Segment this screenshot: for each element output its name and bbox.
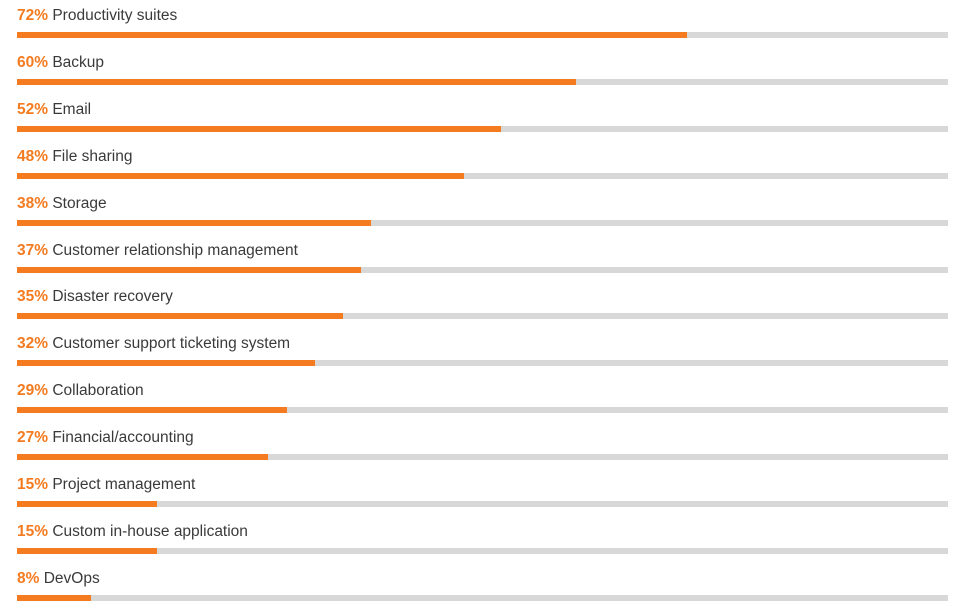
bar-label: 37% Customer relationship management xyxy=(17,240,298,262)
data-label: 29% xyxy=(17,382,49,400)
bar xyxy=(17,313,343,320)
bar-track xyxy=(17,32,948,38)
bar-row: 52% Email xyxy=(17,99,948,139)
data-label: 32% xyxy=(17,335,49,353)
category-label: Project management xyxy=(52,476,196,493)
category-label: File sharing xyxy=(52,147,133,165)
data-label: 35% xyxy=(17,288,49,306)
bar-row: 60% Backup xyxy=(17,52,948,92)
data-label: 27% xyxy=(17,429,49,447)
data-label: 60% xyxy=(17,53,49,71)
bar-row: 48% File sharing xyxy=(17,146,948,186)
bar-track xyxy=(17,547,948,554)
bar-label: 32% Customer support ticketing system xyxy=(17,333,290,355)
bar xyxy=(17,547,157,554)
bar xyxy=(17,594,92,601)
bar-row: 15% Custom in-house application xyxy=(17,521,948,561)
category-label: DevOps xyxy=(43,569,100,587)
bar-track xyxy=(17,360,948,367)
bar-row: 15% Project management xyxy=(17,474,948,514)
bar-label: 15% Project management xyxy=(17,474,195,496)
bar-label: 8% DevOps xyxy=(17,568,100,590)
data-label: 15% xyxy=(17,476,49,493)
bar-label: 35% Disaster recovery xyxy=(17,286,173,308)
bar xyxy=(17,360,315,367)
bar-label: 29% Collaboration xyxy=(17,380,144,402)
bar-track xyxy=(17,172,948,179)
bar-track xyxy=(17,594,948,601)
bar-label: 27% Financial/accounting xyxy=(17,427,194,449)
category-label: Custom in-house application xyxy=(52,522,248,540)
category-label: Disaster recovery xyxy=(52,288,173,306)
category-label: Storage xyxy=(52,194,107,212)
bar-row: 29% Collaboration xyxy=(17,380,948,420)
category-label: Email xyxy=(52,100,92,118)
bar-label: 52% Email xyxy=(17,99,91,121)
category-label: Collaboration xyxy=(52,382,144,400)
bar xyxy=(17,32,688,38)
bar-track xyxy=(17,501,948,507)
bar-track xyxy=(17,78,948,85)
data-label: 48% xyxy=(17,147,49,165)
category-label: Customer relationship management xyxy=(52,241,298,259)
bar xyxy=(17,407,287,414)
bar-label: 38% Storage xyxy=(17,193,107,215)
category-label: Financial/accounting xyxy=(52,429,194,447)
bar-label: 15% Custom in-house application xyxy=(17,521,248,543)
bar-label: 48% File sharing xyxy=(17,146,132,168)
bar xyxy=(17,172,464,179)
bar-row: 32% Customer support ticketing system xyxy=(17,333,948,373)
bar-row: 72% Productivity suites xyxy=(17,5,948,45)
bar-track xyxy=(17,454,948,461)
bar-track xyxy=(17,125,948,132)
bar-track xyxy=(17,266,948,273)
bar-row: 8% DevOps xyxy=(17,568,948,608)
bar xyxy=(17,454,269,461)
bar-row: 38% Storage xyxy=(17,193,948,233)
bar-row: 37% Customer relationship management xyxy=(17,240,948,280)
bar xyxy=(17,219,371,226)
category-label: Customer support ticketing system xyxy=(52,335,291,353)
bar-row: 35% Disaster recovery xyxy=(17,286,948,326)
bar-track xyxy=(17,219,948,226)
data-label: 38% xyxy=(17,194,49,212)
bar xyxy=(17,501,157,507)
data-label: 37% xyxy=(17,241,49,259)
bar xyxy=(17,266,362,273)
bar-track xyxy=(17,407,948,414)
data-label: 72% xyxy=(17,7,49,24)
bar-track xyxy=(17,313,948,320)
data-label: 52% xyxy=(17,100,49,118)
bar-row: 27% Financial/accounting xyxy=(17,427,948,467)
category-label: Backup xyxy=(52,53,105,71)
bar xyxy=(17,78,576,85)
data-label: 8% xyxy=(17,569,40,587)
bar xyxy=(17,125,502,132)
bar-label: 60% Backup xyxy=(17,52,104,74)
data-label: 15% xyxy=(17,522,49,540)
category-label: Productivity suites xyxy=(52,7,178,24)
bar-label: 72% Productivity suites xyxy=(17,5,177,27)
